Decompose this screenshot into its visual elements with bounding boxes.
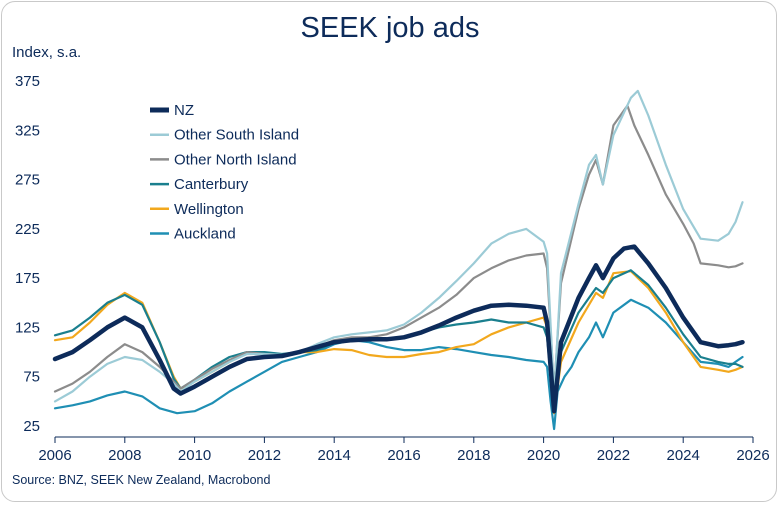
y-tick-label: 25 bbox=[23, 418, 40, 435]
x-tick-label: 2006 bbox=[38, 447, 71, 464]
series-line-other-north-island bbox=[53, 104, 744, 393]
x-tick-label: 2016 bbox=[387, 447, 420, 464]
y-axis-label: Index, s.a. bbox=[12, 44, 82, 61]
x-tick-label: 2024 bbox=[667, 447, 700, 464]
x-tick-label: 2010 bbox=[178, 447, 211, 464]
x-tick-label: 2012 bbox=[248, 447, 281, 464]
series-line-canterbury bbox=[53, 269, 744, 413]
y-tick-label: 275 bbox=[15, 172, 40, 189]
series-layer bbox=[52, 89, 745, 431]
x-tick-label: 2026 bbox=[736, 447, 769, 464]
y-tick-label: 125 bbox=[15, 319, 40, 336]
chart-title: SEEK job ads bbox=[300, 12, 480, 44]
series-line-auckland bbox=[53, 298, 744, 431]
y-tick-label: 175 bbox=[15, 270, 40, 287]
x-tick-label: 2008 bbox=[108, 447, 141, 464]
legend-label-nz: NZ bbox=[174, 102, 194, 119]
axes: 2006 2008 2010 2012 2014 2016 2018 2020 2022 2024… bbox=[15, 73, 770, 464]
y-tick-label: 75 bbox=[23, 369, 40, 386]
x-tick-label: 2014 bbox=[318, 447, 351, 464]
y-tick-label: 325 bbox=[15, 122, 40, 139]
y-tick-label: 375 bbox=[15, 73, 40, 90]
legend-label-canterbury: Canterbury bbox=[174, 176, 249, 193]
legend-label-other-south-island: Other South Island bbox=[174, 127, 299, 144]
x-tick-label: 2022 bbox=[597, 447, 630, 464]
y-tick-label: 225 bbox=[15, 221, 40, 238]
series-line-wellington bbox=[53, 270, 744, 415]
legend-label-wellington: Wellington bbox=[174, 201, 244, 218]
source-note: Source: BNZ, SEEK New Zealand, Macrobond bbox=[12, 473, 271, 487]
legend-label-auckland: Auckland bbox=[174, 226, 236, 243]
legend: NZ Other South Island Other North Island Ca… bbox=[150, 102, 299, 243]
x-tick-label: 2018 bbox=[457, 447, 490, 464]
x-tick-label: 2020 bbox=[527, 447, 560, 464]
series-line-nz bbox=[52, 244, 745, 414]
legend-label-other-north-island: Other North Island bbox=[174, 151, 297, 168]
